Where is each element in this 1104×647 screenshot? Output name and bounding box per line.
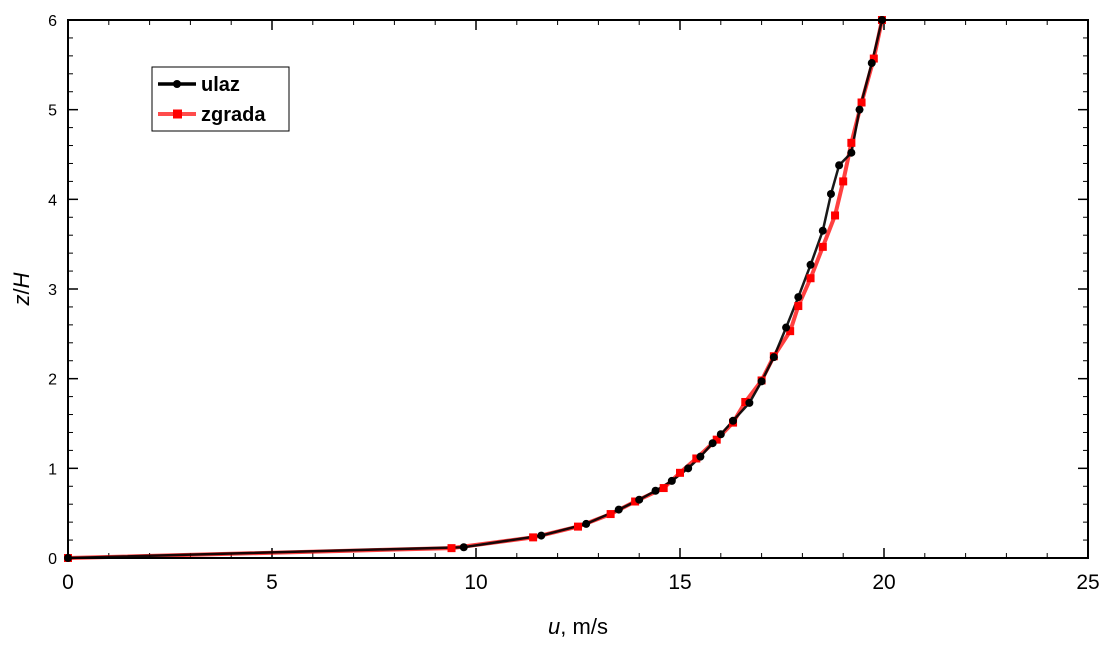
data-point-zgrada: [447, 544, 456, 553]
data-point-zgrada: [631, 497, 640, 506]
y-tick-label: 0: [48, 551, 57, 568]
data-point-ulaz: [667, 476, 676, 485]
data-point-ulaz: [794, 293, 803, 302]
data-point-zgrada: [574, 522, 582, 531]
data-point-zgrada: [606, 510, 615, 519]
y-tick-label: 5: [48, 103, 57, 120]
y-tick-label: 3: [48, 282, 57, 299]
data-point-zgrada: [676, 468, 684, 477]
legend-marker: [173, 109, 182, 119]
data-point-ulaz: [459, 543, 468, 552]
y-tick-label: 1: [48, 461, 57, 478]
legend-label: ulaz: [201, 74, 240, 96]
x-tick-label: 10: [464, 571, 487, 594]
plot-frame: [67, 19, 1089, 559]
data-point-ulaz: [782, 323, 791, 332]
data-point-zgrada: [741, 397, 750, 406]
data-point-zgrada: [786, 327, 795, 336]
data-point-ulaz: [651, 486, 660, 495]
legend-marker: [173, 80, 181, 88]
data-point-ulaz: [684, 464, 693, 473]
data-point-ulaz: [806, 260, 815, 269]
legend-box: [151, 66, 290, 132]
series-layer: [64, 16, 886, 562]
data-point-ulaz: [716, 430, 725, 439]
data-point-ulaz: [867, 59, 876, 68]
data-point-ulaz: [818, 226, 827, 235]
y-axis-title: z/H: [9, 272, 34, 306]
data-point-zgrada: [794, 302, 803, 311]
data-point-zgrada: [831, 211, 840, 220]
data-point-ulaz: [855, 105, 864, 114]
legend: ulaz zgrada: [151, 66, 290, 132]
data-point-ulaz: [757, 377, 766, 386]
y-tick-label: 6: [48, 13, 57, 30]
data-point-ulaz: [696, 452, 705, 461]
data-point-zgrada: [818, 242, 827, 251]
data-point-ulaz: [537, 531, 546, 540]
legend-label: zgrada: [201, 104, 266, 126]
data-point-ulaz: [847, 148, 856, 157]
data-point-ulaz: [582, 519, 591, 528]
data-point-zgrada: [847, 138, 856, 147]
x-tick-label: 15: [668, 571, 691, 594]
x-tick-label: 25: [1076, 571, 1099, 594]
data-point-zgrada: [529, 533, 538, 542]
y-tick-label: 2: [48, 372, 57, 389]
tick-labels: 0 5 10 15 20 25 0 1 2 3 4 5 6: [48, 13, 1100, 594]
y-tick-label: 4: [48, 192, 57, 209]
data-point-ulaz: [708, 439, 717, 448]
data-point-zgrada: [712, 435, 721, 444]
data-point-ulaz: [826, 189, 835, 198]
data-point-ulaz: [835, 161, 844, 170]
data-point-zgrada: [659, 484, 668, 493]
data-point-zgrada: [839, 177, 848, 186]
data-point-ulaz: [614, 505, 623, 514]
x-axis-title: u, m/s: [548, 614, 608, 639]
data-point-zgrada: [692, 454, 701, 463]
data-point-zgrada: [806, 274, 815, 283]
x-tick-label: 5: [266, 571, 278, 594]
data-point-ulaz: [729, 416, 738, 425]
data-point-ulaz: [635, 495, 644, 504]
data-point-ulaz: [769, 353, 778, 362]
x-tick-label: 20: [872, 571, 895, 594]
data-point-ulaz: [745, 398, 754, 407]
data-point-zgrada: [869, 54, 878, 63]
x-tick-label: 0: [62, 571, 74, 594]
data-point-zgrada: [857, 98, 866, 107]
